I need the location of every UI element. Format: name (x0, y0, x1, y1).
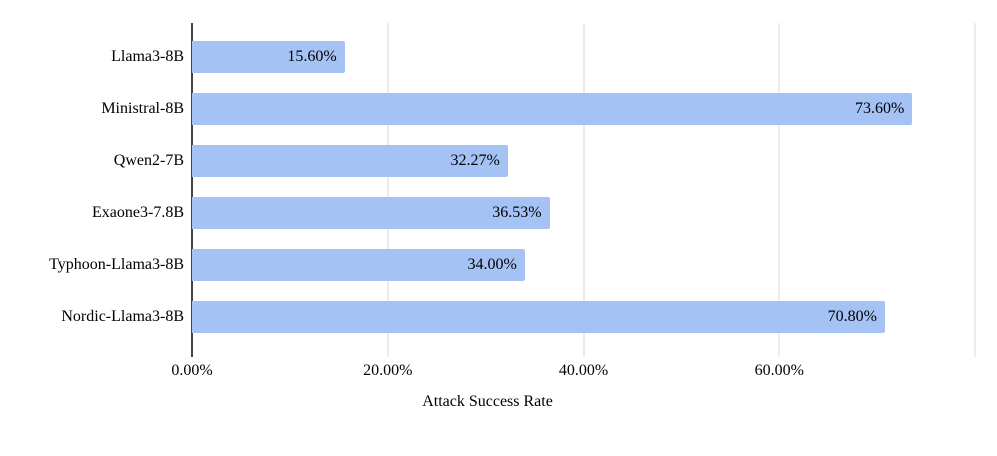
bar: 34.00% (192, 249, 525, 281)
x-axis-tick-labels: 0.00% 20.00% 40.00% 60.00% (171, 361, 975, 381)
bar-value-label: 34.00% (467, 256, 517, 273)
category-label: Typhoon-Llama3-8B (49, 256, 184, 273)
gridline (387, 23, 389, 357)
bar: 15.60% (192, 41, 345, 73)
x-axis-title: Attack Success Rate (422, 393, 553, 410)
bar-value-label: 73.60% (855, 100, 905, 117)
x-tick-label: 60.00% (754, 362, 804, 379)
bar-value-label: 32.27% (450, 152, 500, 169)
bar: 36.53% (192, 197, 550, 229)
gridline (974, 23, 976, 357)
category-labels-column: Llama3-8B Ministral-8B Qwen2-7B Exaone3-7.8… (0, 23, 184, 352)
x-tick-label: 20.00% (363, 362, 413, 379)
gridline (583, 23, 584, 357)
y-axis-line (191, 23, 193, 357)
bar: 32.27% (192, 145, 508, 177)
category-label: Qwen2-7B (113, 152, 184, 169)
category-label: Exaone3-7.8B (92, 204, 184, 221)
category-label: Nordic-Llama3-8B (61, 308, 184, 325)
bar: 70.80% (192, 301, 885, 333)
bar-value-label: 15.60% (287, 48, 337, 65)
bar-value-label: 36.53% (492, 204, 542, 221)
gridline (778, 23, 780, 357)
plot-area: 15.60% 73.60% 32.27% 36.53% 34.00% 70.80% (191, 23, 976, 357)
category-label: Ministral-8B (101, 100, 184, 117)
x-tick-label: 0.00% (171, 362, 213, 379)
bar-value-label: 70.80% (827, 308, 877, 325)
bar: 73.60% (192, 93, 913, 125)
category-label: Llama3-8B (111, 48, 184, 65)
x-tick-label: 40.00% (558, 362, 609, 379)
